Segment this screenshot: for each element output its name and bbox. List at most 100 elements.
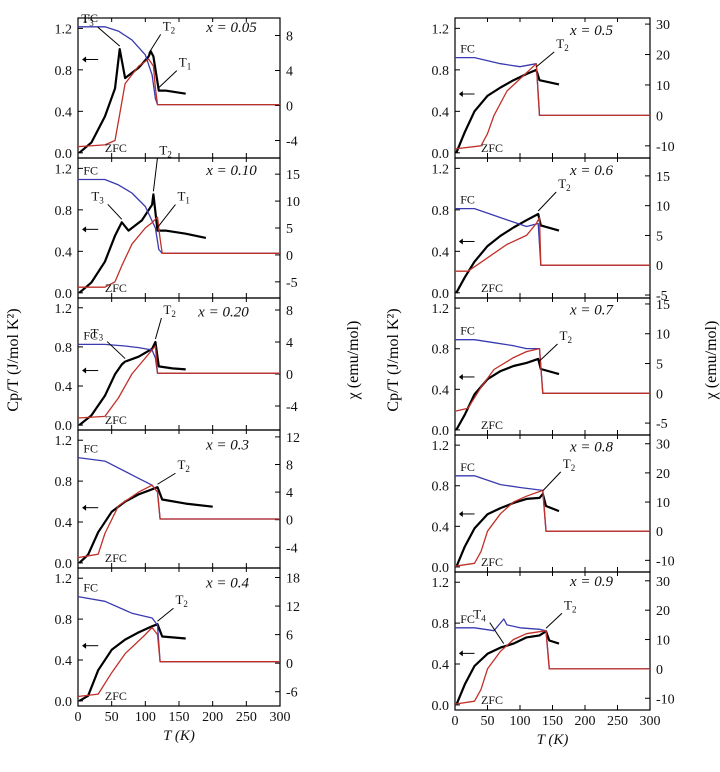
zfc-label: ZFC: [105, 413, 127, 427]
x-tick-label: 150: [542, 714, 563, 729]
fc-label: FC: [460, 612, 475, 626]
annotation-arrow: [154, 317, 162, 340]
chart-panel: 0.0 0.4 0.8 1.2 -5 0 5 10 15 FC ZFC x = 0.7 T2: [432, 297, 670, 439]
cp-series-line: [78, 47, 186, 154]
y-tick-right-label: 6: [286, 629, 293, 644]
x-axis-label: T (K): [163, 728, 195, 744]
fc-label: FC: [83, 442, 98, 456]
chart-panel: 0.0 0.4 0.8 1.2 -10 0 10 20 30 FC ZFC x = 0.5T2: [432, 17, 675, 162]
transition-label: T2: [175, 592, 187, 609]
y-tick-left-label: 1.2: [432, 439, 450, 454]
y-tick-left-label: 0.0: [432, 287, 450, 302]
plot-frame: [77, 297, 281, 431]
y-tick-right-label: -10: [656, 140, 675, 155]
y-tick-left-label: 1.2: [432, 22, 450, 37]
zfc-label: ZFC: [481, 555, 503, 569]
y-tick-right-label: -5: [656, 417, 668, 432]
y-tick-right-label: -5: [286, 276, 298, 291]
annotation-arrow: [535, 51, 555, 68]
x-tick-label: 250: [607, 714, 628, 729]
y-tick-left-label: 0.4: [432, 245, 450, 260]
y-tick-left-label: 0.8: [432, 343, 450, 358]
cp-series-line: [455, 630, 560, 706]
y-tick-right-label: 0: [286, 100, 293, 115]
y-tick-left-label: 1.2: [55, 572, 73, 587]
y-tick-left-label: 0.4: [432, 383, 450, 398]
fc-label: FC: [460, 193, 475, 207]
chart-panel: 0 50 100 150 200 250 300 0.0 0.4 0.8 1.2 -10 0 10 20 30…: [432, 571, 675, 748]
zfc-series-line: [77, 58, 280, 148]
y-tick-right-label: 15: [286, 168, 300, 183]
fc-series-line: [78, 178, 280, 254]
annotation-arrow: [545, 612, 563, 629]
y-tick-right-label: -10: [656, 554, 675, 569]
chart-panel: 0.0 0.4 0.8 1.2 -5 0 5 10 15 FC ZFC x = 0.10 T3 T2 T1: [55, 142, 301, 302]
transition-label: T2: [177, 457, 189, 474]
y-tick-left-label: 0.0: [55, 695, 73, 710]
y-tick-right-label: 20: [656, 49, 670, 64]
x-tick-label: 200: [202, 710, 223, 725]
y-tick-right-label: 15: [656, 298, 670, 313]
y-tick-right-label: 0: [656, 259, 663, 274]
plot-frame: [454, 297, 651, 436]
transition-label: T1: [177, 189, 189, 206]
composition-label: x = 0.10: [205, 163, 257, 179]
cp-series-line: [78, 623, 186, 702]
zfc-series-line: [77, 345, 280, 419]
y-tick-left-label: 1.2: [55, 434, 73, 449]
zfc-label: ZFC: [481, 693, 503, 707]
y-tick-left-label: 0.8: [55, 475, 73, 490]
fc-series-line: [455, 56, 650, 117]
zfc-label: ZFC: [481, 141, 503, 155]
left-arrow-icon: [82, 504, 87, 511]
composition-label: x = 0.4: [205, 575, 250, 591]
y-tick-right-label: -4: [286, 135, 298, 150]
composition-label: x = 0.05: [205, 20, 257, 36]
y-tick-right-label: 20: [656, 604, 670, 619]
y-tick-right-label: 30: [656, 18, 670, 33]
chart-panel: 0.0 0.4 0.8 1.2 -4 0 4 8 FC ZFC x = 0.20 T3 T2: [55, 297, 298, 434]
y-tick-left-label: 0.0: [55, 419, 73, 434]
x-tick-label: 300: [640, 714, 661, 729]
transition-label: T2: [564, 597, 576, 614]
y-tick-left-label: 0.4: [55, 105, 73, 120]
y-tick-left-label: 0.8: [55, 64, 73, 79]
y-tick-left-label: 1.2: [432, 302, 450, 317]
left-arrow-icon: [458, 373, 463, 380]
y-tick-right-label: 10: [286, 195, 300, 210]
y-tick-right-label: 4: [286, 486, 293, 501]
y-tick-right-label: 0: [656, 663, 663, 678]
cp-series-line: [455, 357, 560, 431]
zfc-series-line: [454, 63, 650, 150]
composition-label: x = 0.8: [569, 439, 614, 455]
zfc-series-line: [455, 216, 650, 272]
composition-label: x = 0.7: [569, 302, 615, 318]
y-tick-right-label: 0: [286, 368, 293, 383]
annotation-arrow: [152, 158, 158, 192]
y-tick-right-label: 18: [286, 572, 300, 587]
x-tick-label: 250: [236, 710, 257, 725]
fc-label: FC: [460, 42, 475, 56]
zfc-series-line: [77, 484, 280, 559]
cp-series-line: [455, 212, 560, 294]
y-tick-left-label: 1.2: [432, 576, 450, 591]
y-tick-left-label: 0.4: [55, 516, 73, 531]
y-tick-left-label: 0.8: [55, 204, 73, 219]
plot-frame: [454, 434, 651, 573]
zfc-label: ZFC: [105, 281, 127, 295]
y-tick-left-label: 0.4: [432, 520, 450, 535]
transition-label: T2: [556, 36, 568, 53]
fc-label: FC: [83, 164, 98, 178]
fc-label: FC: [83, 11, 98, 25]
y-tick-right-label: 10: [656, 200, 670, 215]
chart-panel: 0 50 100 150 200 250 300 0.0 0.4 0.8 1.2 -6 0 6 12 18 FC…: [55, 567, 300, 744]
y-tick-right-label: 0: [656, 387, 663, 402]
y-tick-right-label: 15: [656, 170, 670, 185]
right-y-axis-title: χ (emu/mol): [703, 321, 720, 401]
annotation-arrow: [148, 34, 162, 54]
annotation-arrow: [542, 471, 562, 492]
y-tick-right-label: 12: [286, 431, 300, 446]
x-tick-label: 150: [169, 710, 190, 725]
